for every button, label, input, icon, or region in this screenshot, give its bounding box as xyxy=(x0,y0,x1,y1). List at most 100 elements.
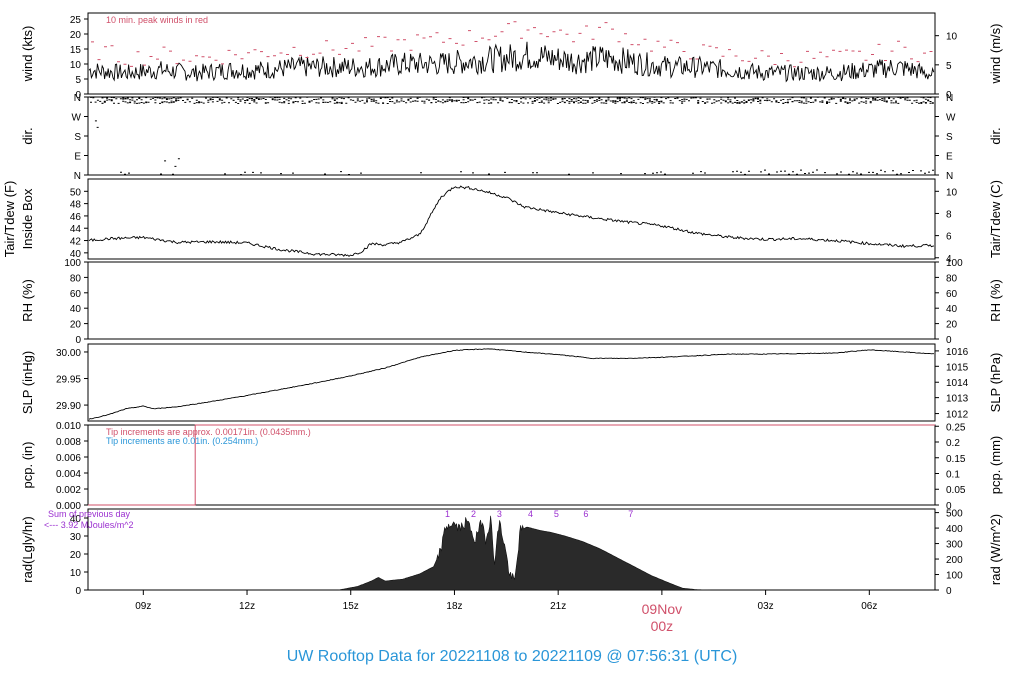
left-tick-label-temp: 50 xyxy=(70,187,82,198)
right-tick-label-temp: 10 xyxy=(946,187,958,198)
ylabel-left-line2-temp: Inside Box xyxy=(20,188,35,249)
right-tick-label-temp: 8 xyxy=(946,209,952,220)
left-tick-label-pcp: 0.006 xyxy=(56,453,81,464)
left-tick-label-wind: 20 xyxy=(70,30,82,41)
left-tick-label-dir: N xyxy=(74,93,81,104)
panel-frame-dir xyxy=(87,96,936,176)
left-tick-label-temp: 42 xyxy=(70,237,82,248)
x-tick-label: 06z xyxy=(861,601,877,612)
right-tick-label-slp: 1016 xyxy=(946,347,969,358)
slp-line xyxy=(88,348,934,420)
left-tick-label-rh: 80 xyxy=(70,273,82,284)
right-tick-label-wind: 0 xyxy=(946,90,952,101)
panel-frame-wind xyxy=(87,12,936,95)
right-tick-label-rh: 80 xyxy=(946,273,958,284)
ylabel-left-temp: Tair/Tdew (F) xyxy=(2,181,17,258)
left-tick-label-temp: 46 xyxy=(70,212,82,223)
wind-annotation: 10 min. peak winds in red xyxy=(106,15,208,25)
ylabel-right-wind: wind (m/s) xyxy=(988,24,1003,85)
left-tick-label-temp: 44 xyxy=(70,224,82,235)
left-tick-label-rad: 40 xyxy=(70,514,82,525)
ylabel-right-rh: RH (%) xyxy=(988,279,1003,322)
ylabel-left-wind: wind (kts) xyxy=(20,26,35,83)
rad-hour-mark: 2 xyxy=(471,509,476,519)
pcp-annotation-blue: Tip increments are 0.01in. (0.254mm.) xyxy=(106,436,258,446)
right-tick-label-rh: 0 xyxy=(946,335,952,346)
rad-sum-label: Sum of previous day xyxy=(48,509,131,519)
left-tick-label-pcp: 0.008 xyxy=(56,437,81,448)
ylabel-left-pcp: pcp. (in) xyxy=(20,442,35,489)
right-tick-label-rad: 400 xyxy=(946,524,963,535)
ylabel-right-pcp: pcp. (mm) xyxy=(988,436,1003,495)
right-tick-label-dir: N xyxy=(946,171,953,182)
rad-hour-mark: 6 xyxy=(583,509,588,519)
left-tick-label-rad: 0 xyxy=(75,586,81,597)
x-tick-label: 15z xyxy=(343,601,359,612)
right-tick-label-temp: 6 xyxy=(946,232,952,243)
ylabel-right-slp: SLP (hPa) xyxy=(988,353,1003,413)
ylabel-right-temp: Tair/Tdew (C) xyxy=(988,180,1003,258)
left-tick-label-dir: N xyxy=(74,171,81,182)
left-tick-label-rad: 20 xyxy=(70,550,82,561)
ylabel-left-rh: RH (%) xyxy=(20,279,35,322)
left-tick-label-rh: 100 xyxy=(64,258,81,269)
right-tick-label-rh: 20 xyxy=(946,320,958,331)
left-tick-label-slp: 29.95 xyxy=(56,375,81,386)
right-tick-label-rad: 100 xyxy=(946,571,963,582)
left-tick-label-wind: 25 xyxy=(70,15,82,26)
peak-wind-marks xyxy=(91,21,933,68)
x-tick-label: 12z xyxy=(239,601,255,612)
pcp-annotation-red: Tip increments are approx. 0.00171in. (0… xyxy=(106,427,311,437)
ylabel-right-rad: rad (W/m^2) xyxy=(988,514,1003,585)
right-tick-label-pcp: 0.1 xyxy=(946,470,960,481)
x-tick-label: 09z xyxy=(135,601,151,612)
ylabel-left-rad: rad(Lgly/hr) xyxy=(20,516,35,582)
right-tick-label-slp: 1014 xyxy=(946,378,969,389)
panel-frame-temp xyxy=(87,178,936,260)
wind-speed-line xyxy=(88,41,935,83)
precip-line xyxy=(88,424,935,506)
left-tick-label-rh: 40 xyxy=(70,304,82,315)
left-tick-label-pcp: 0.010 xyxy=(56,421,81,432)
right-tick-label-wind: 10 xyxy=(946,32,958,43)
left-tick-label-temp: 40 xyxy=(70,249,82,260)
left-tick-label-slp: 30.00 xyxy=(56,348,81,359)
right-tick-label-slp: 1013 xyxy=(946,394,969,405)
right-tick-label-rad: 300 xyxy=(946,540,963,551)
rad-hour-mark: 4 xyxy=(528,509,533,519)
left-tick-label-pcp: 0.002 xyxy=(56,485,81,496)
left-tick-label-wind: 5 xyxy=(75,75,81,86)
right-tick-label-dir: W xyxy=(946,113,956,124)
left-tick-label-rad: 30 xyxy=(70,532,82,543)
panel-frame-slp xyxy=(87,343,936,422)
left-tick-label-pcp: 0.004 xyxy=(56,469,81,480)
left-tick-label-rh: 60 xyxy=(70,289,82,300)
right-tick-label-rad: 0 xyxy=(946,586,952,597)
left-tick-label-dir: E xyxy=(74,152,81,163)
rad-hour-mark: 7 xyxy=(628,509,633,519)
right-tick-label-pcp: 0.05 xyxy=(946,485,966,496)
rad-hour-mark: 5 xyxy=(554,509,559,519)
right-tick-label-pcp: 0.2 xyxy=(946,438,960,449)
right-tick-label-rh: 40 xyxy=(946,304,958,315)
right-tick-label-rad: 200 xyxy=(946,555,963,566)
left-tick-label-wind: 15 xyxy=(70,45,82,56)
rad-hour-mark: 3 xyxy=(497,509,502,519)
ylabel-left-dir: dir. xyxy=(20,127,35,144)
tair-line xyxy=(88,185,935,258)
rad-hour-mark: 1 xyxy=(445,509,450,519)
right-tick-label-slp: 1012 xyxy=(946,410,969,421)
ylabel-right-dir: dir. xyxy=(988,127,1003,144)
day-marker-hour: 00z xyxy=(651,618,674,634)
right-tick-label-pcp: 0.15 xyxy=(946,454,966,465)
right-tick-label-rad: 500 xyxy=(946,509,963,520)
left-tick-label-wind: 0 xyxy=(75,90,81,101)
left-tick-label-rad: 10 xyxy=(70,568,82,579)
left-tick-label-slp: 29.90 xyxy=(56,401,81,412)
x-tick-label: 21z xyxy=(550,601,566,612)
ylabel-left-slp: SLP (inHg) xyxy=(20,351,35,414)
left-tick-label-wind: 10 xyxy=(70,60,82,71)
right-tick-label-temp: 4 xyxy=(946,254,952,265)
left-tick-label-rh: 20 xyxy=(70,320,82,331)
